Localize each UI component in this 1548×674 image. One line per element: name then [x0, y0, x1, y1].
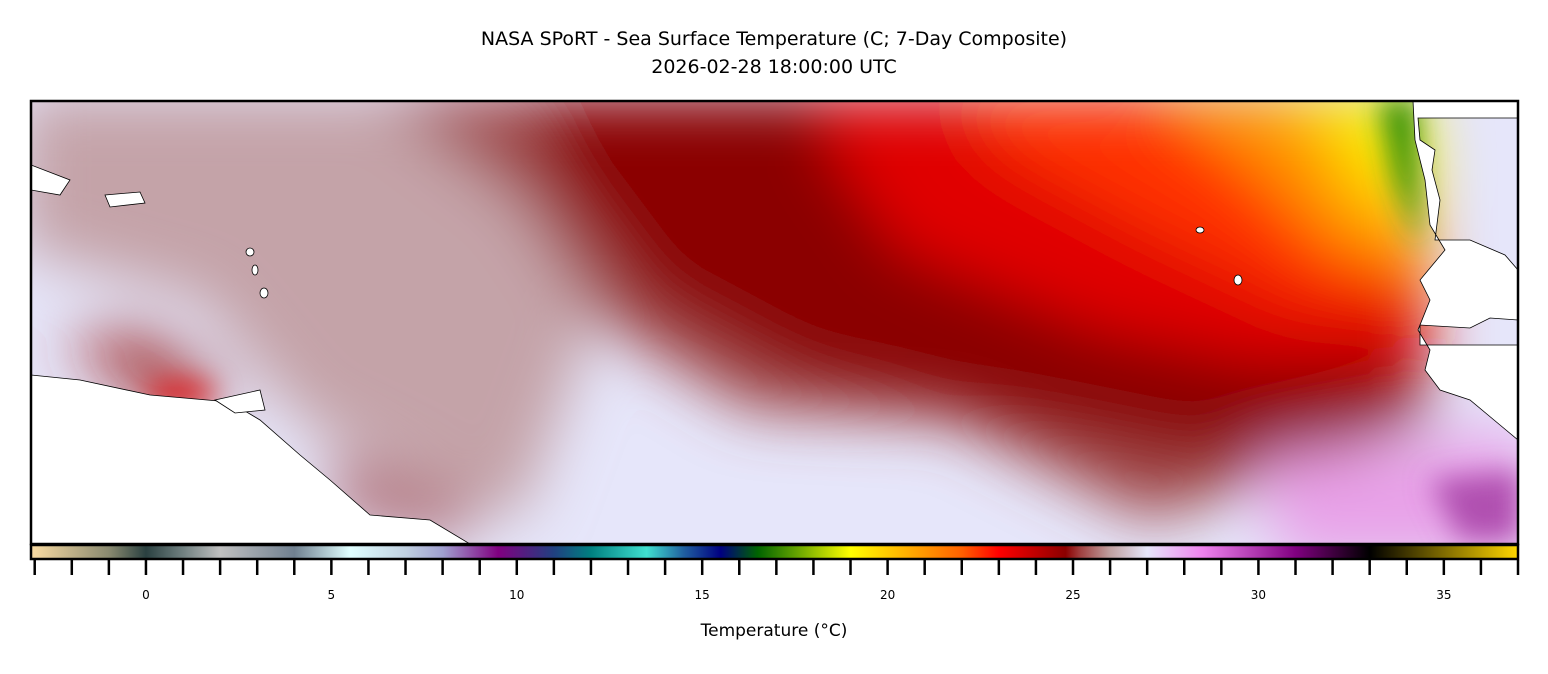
land: [31, 101, 1518, 544]
colorbar-frame: [29, 543, 1520, 561]
colorbar-tick-label: 35: [1436, 588, 1452, 602]
sst-field: [31, 101, 1518, 544]
colorbar-tick-label: 20: [879, 588, 896, 602]
colorbar-tick-label: 30: [1250, 588, 1267, 602]
colorbar-label: Temperature (°C): [700, 621, 848, 641]
colorbar: [29, 543, 1520, 575]
colorbar-gradient: [31, 545, 1518, 559]
map-title: NASA SPoRT - Sea Surface Temperature (C;…: [480, 28, 1068, 50]
map-timestamp: 2026-02-28 18:00:00 UTC: [651, 56, 897, 78]
colorbar-tick-label: 5: [327, 588, 336, 602]
colorbar-tick-label: 0: [142, 588, 150, 602]
colorbar-tick-label: 25: [1065, 588, 1081, 602]
colorbar-tick-label: 10: [509, 588, 525, 602]
colorbar-ticks: [33, 560, 1520, 575]
colorbar-tick-label: 15: [694, 588, 710, 602]
